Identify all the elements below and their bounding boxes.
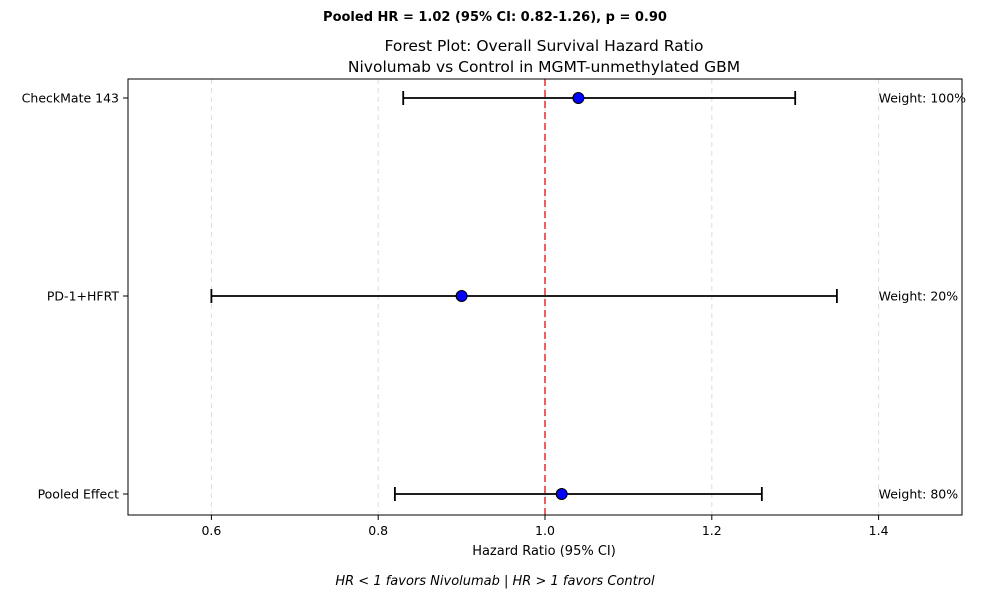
chart-title-line2: Nivolumab vs Control in MGMT-unmethylate… — [348, 58, 740, 76]
study-label: Pooled Effect — [38, 487, 120, 502]
chart-footnote: HR < 1 favors Nivolumab | HR > 1 favors … — [335, 574, 655, 589]
hazard-ratio-points — [455, 92, 585, 500]
confidence-intervals — [210, 91, 838, 501]
weight-labels: Weight: 100% Weight: 20% Weight: 80% — [879, 91, 967, 502]
chart-suptitle: Pooled HR = 1.02 (95% CI: 0.82-1.26), p … — [323, 10, 667, 25]
chart-title-line1: Forest Plot: Overall Survival Hazard Rat… — [384, 37, 703, 55]
weight-label: Weight: 80% — [879, 487, 959, 502]
hr-point — [555, 488, 568, 500]
hr-point — [572, 92, 585, 104]
x-tick-label: 0.6 — [201, 523, 221, 538]
x-tick-label: 1.0 — [535, 523, 555, 538]
grid-lines — [210, 79, 880, 515]
x-tick-label: 0.8 — [368, 523, 388, 538]
weight-label: Weight: 20% — [879, 289, 959, 304]
x-tick-label: 1.2 — [702, 523, 722, 538]
x-axis-label: Hazard Ratio (95% CI) — [472, 544, 616, 559]
weight-label: Weight: 100% — [879, 91, 967, 106]
study-label: PD-1+HFRT — [47, 289, 119, 304]
study-labels: CheckMate 143 PD-1+HFRT Pooled Effect — [22, 91, 128, 502]
study-label: CheckMate 143 — [22, 91, 119, 106]
hr-point — [455, 290, 468, 302]
x-tick-label: 1.4 — [869, 523, 889, 538]
x-axis-ticks: 0.6 0.8 1.0 1.2 1.4 — [201, 515, 889, 538]
